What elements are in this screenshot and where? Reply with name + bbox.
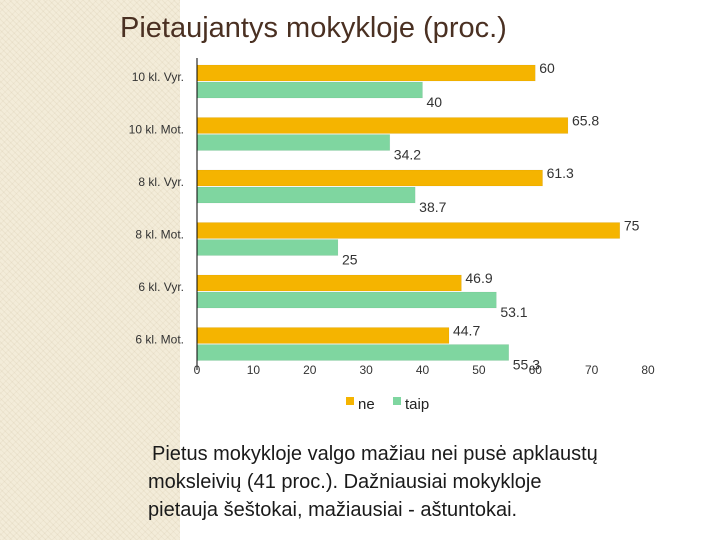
bar-ne [196, 117, 569, 134]
data-label-taip: 40 [427, 94, 443, 110]
data-label-taip: 25 [342, 252, 358, 268]
bar-taip [196, 239, 339, 256]
bar-ne [196, 222, 621, 239]
bar-taip [196, 291, 497, 309]
decorative-side-strip [0, 0, 180, 540]
caption-line-1: Pietus mokykloje valgo mažiau nei pusė a… [152, 443, 598, 465]
legend-label-ne: ne [358, 396, 375, 413]
data-label-ne: 61.3 [547, 165, 574, 181]
bar-taip [196, 186, 416, 204]
x-tick-label: 40 [416, 363, 430, 377]
caption-line-3: pietauja šeštokai, mažiausiai - aštuntok… [148, 499, 518, 521]
legend-swatch-ne [346, 397, 354, 405]
legend-swatch-taip [393, 397, 401, 405]
x-tick-label: 70 [585, 363, 599, 377]
data-labels: 60 40 65.8 34.2 61.3 38.7 75 25 46.9 53.1 44.7 55.3 [342, 60, 640, 373]
data-label-ne: 44.7 [453, 323, 480, 339]
x-tick-label: 10 [247, 363, 261, 377]
x-tick-label: 80 [641, 363, 655, 377]
chart-bars [196, 64, 621, 361]
category-label: 10 kl. Vyr. [132, 70, 184, 84]
data-label-taip: 34.2 [394, 147, 421, 163]
data-label-ne: 46.9 [465, 270, 492, 286]
legend: ne taip [346, 396, 429, 413]
x-tick-label: 20 [303, 363, 317, 377]
x-tick-labels: 0 10 20 30 40 50 60 70 80 [194, 363, 655, 377]
category-label: 6 kl. Mot. [135, 333, 184, 347]
x-tick-label: 50 [472, 363, 486, 377]
category-label: 8 kl. Vyr. [138, 175, 184, 189]
bar-ne [196, 327, 450, 344]
data-label-taip: 55.3 [513, 357, 540, 373]
slide-caption: Pietus mokykloje valgo mažiau nei pusė a… [148, 440, 708, 524]
bar-ne [196, 169, 543, 187]
bar-taip [196, 134, 391, 151]
x-tick-label: 30 [359, 363, 373, 377]
category-label: 10 kl. Mot. [129, 123, 184, 137]
category-label: 6 kl. Vyr. [138, 280, 184, 294]
data-label-taip: 53.1 [500, 304, 527, 320]
category-label: 8 kl. Mot. [135, 228, 184, 242]
slide-title: Pietaujantys mokykloje (proc.) [120, 12, 507, 44]
bar-ne [196, 274, 462, 292]
data-label-taip: 38.7 [419, 199, 446, 215]
bar-taip [196, 81, 423, 99]
data-label-ne: 75 [624, 218, 640, 234]
caption-line-2: moksleivių (41 proc.). Dažniausiai mokyk… [148, 471, 542, 493]
legend-label-taip: taip [405, 396, 429, 413]
data-label-ne: 60 [539, 60, 555, 76]
data-label-ne: 65.8 [572, 113, 599, 129]
category-labels: 10 kl. Vyr. 10 kl. Mot. 8 kl. Vyr. 8 kl. Mo… [129, 70, 184, 347]
bar-ne [196, 64, 536, 82]
x-tick-label: 60 [529, 363, 543, 377]
bar-taip [196, 344, 510, 361]
x-tick-label: 0 [194, 363, 201, 377]
